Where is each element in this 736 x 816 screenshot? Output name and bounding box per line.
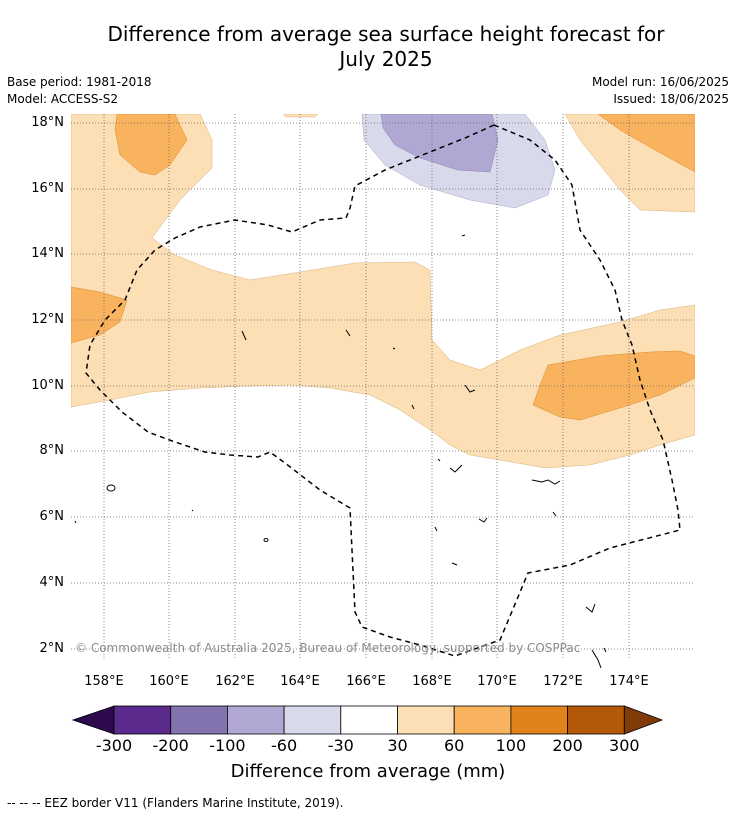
longitude-label: 172°E [543, 674, 583, 689]
colorbar [71, 705, 664, 735]
model-name: Model: ACCESS-S2 [7, 92, 119, 106]
colorbar-tick-label: -100 [209, 736, 246, 755]
longitude-label: 162°E [215, 674, 255, 689]
latitude-label: 6°N [39, 509, 65, 524]
colorbar-tick-label: 200 [552, 736, 583, 755]
island-atoll-17 [411, 404, 415, 410]
colorbar-tick-label: -30 [327, 736, 354, 755]
colorbar-tick-label: -200 [152, 736, 189, 755]
longitude-label: 164°E [280, 674, 320, 689]
colorbar-tick-label: 60 [444, 736, 465, 755]
strong-positive-anomaly-ne [597, 114, 695, 173]
latitude-label: 16°N [31, 181, 64, 196]
base-period: Base period: 1981-2018 [7, 75, 152, 89]
colorbar-segment [567, 705, 625, 735]
island-atoll-14 [464, 384, 476, 393]
island-atoll-6 [591, 649, 602, 669]
colorbar-tick-label: 300 [609, 736, 640, 755]
latitude-label: 8°N [39, 443, 65, 458]
island-atoll-9 [434, 526, 438, 532]
title-line-2: July 2025 [339, 47, 433, 71]
islands [74, 234, 607, 669]
island-atoll-12 [461, 234, 466, 237]
map-title: Difference from average sea surface heig… [40, 22, 732, 72]
colorbar-tick-label: 30 [387, 736, 408, 755]
island-atoll-18 [437, 458, 441, 462]
island-atoll-8 [449, 464, 463, 473]
colorbar-segment [510, 705, 568, 735]
colorbar-segment [226, 705, 285, 735]
anomaly-field [71, 114, 695, 469]
island-atoll-7 [603, 647, 607, 653]
colorbar-segment [170, 705, 228, 735]
island-atoll-5 [585, 603, 596, 613]
longitude-label: 158°E [84, 674, 124, 689]
island-atoll-15 [74, 520, 77, 524]
latitude-label: 10°N [31, 378, 64, 393]
colorbar-tick-label: -60 [271, 736, 298, 755]
island-pohnpei [106, 484, 116, 492]
graticule [71, 114, 695, 659]
colorbar-segment [113, 705, 172, 735]
longitude-label: 174°E [609, 674, 649, 689]
island-atoll-4 [478, 517, 488, 523]
positive-anomaly-region-west [71, 114, 695, 469]
island-atoll-1 [531, 479, 561, 485]
strong-positive-anomaly-e [532, 350, 695, 421]
colorbar-extend-low [71, 705, 115, 735]
colorbar-segment [283, 705, 342, 735]
colorbar-tick-label: 100 [495, 736, 527, 755]
longitude-label: 166°E [346, 674, 386, 689]
strong-positive-anomaly-w [71, 286, 128, 344]
colorbar-segment [453, 705, 512, 735]
latitude-label: 4°N [39, 575, 65, 590]
colorbar-segment [340, 705, 398, 735]
positive-anomaly-sliver [282, 114, 319, 118]
longitude-label: 160°E [149, 674, 189, 689]
latitude-label: 14°N [31, 246, 64, 261]
colorbar-tick-label: -300 [95, 736, 133, 755]
latitude-label: 12°N [31, 312, 64, 327]
latitude-label: 18°N [31, 115, 64, 130]
colorbar-segment [397, 705, 455, 735]
colorbar-title: Difference from average (mm) [230, 761, 506, 782]
model-info: Base period: 1981-2018 Model: ACCESS-S2 [7, 74, 152, 108]
colorbar-extend-high [623, 705, 664, 735]
latitude-label: 2°N [39, 641, 65, 656]
island-atoll-11 [241, 330, 247, 341]
island-atoll-3 [451, 562, 458, 566]
island-atoll-10 [345, 329, 351, 337]
model-run: Model run: 16/06/2025 [591, 75, 729, 89]
copyright-notice: © Commonwealth of Australia 2025, Bureau… [75, 641, 581, 655]
island-atoll-16 [191, 509, 194, 512]
title-line-1: Difference from average sea surface heig… [107, 22, 665, 46]
island-atoll-13 [392, 347, 396, 350]
island-kosrae [263, 538, 269, 542]
longitude-label: 168°E [412, 674, 452, 689]
island-atoll-2 [552, 511, 557, 517]
longitude-label: 170°E [477, 674, 517, 689]
eez-border [85, 124, 681, 657]
eez-footnote: -- -- -- EEZ border V11 (Flanders Marine… [7, 796, 344, 810]
run-info: Model run: 16/06/2025 Issued: 18/06/2025 [592, 74, 729, 108]
issued-date: Issued: 18/06/2025 [613, 92, 729, 106]
